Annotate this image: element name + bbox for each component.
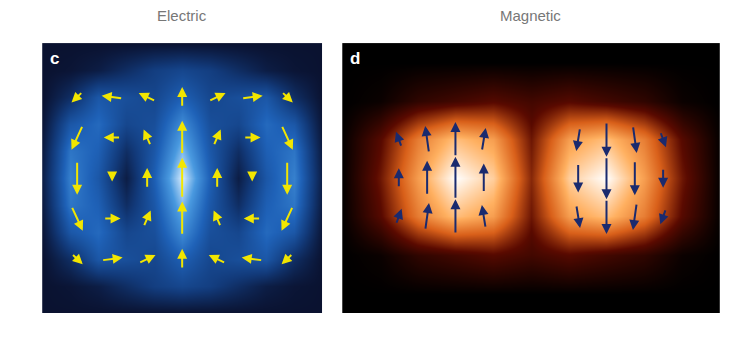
svg-text:Magnetic: Magnetic bbox=[500, 7, 561, 24]
svg-text:Electric: Electric bbox=[157, 7, 207, 24]
svg-text:d: d bbox=[350, 49, 360, 68]
svg-text:c: c bbox=[50, 49, 59, 68]
